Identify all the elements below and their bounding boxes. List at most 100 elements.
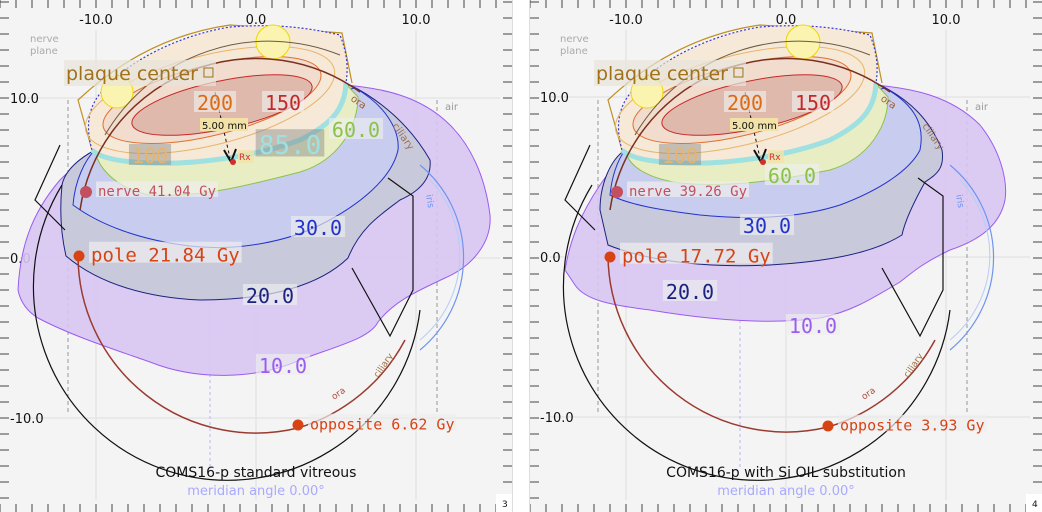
label-background xyxy=(64,60,216,86)
label-background xyxy=(242,284,298,305)
label-background xyxy=(128,144,172,165)
air-label-group: air xyxy=(445,102,459,113)
isodose-label-group-150: 150 xyxy=(261,91,305,115)
pole-dose-label: pole 17.72 Gy xyxy=(622,246,771,268)
nerve-dose-label: nerve 41.04 Gy xyxy=(98,184,216,200)
label-background xyxy=(627,181,750,197)
page-number-background xyxy=(1026,494,1042,512)
panel-title: COMS16-p with Si OIL substitution xyxy=(666,465,906,481)
page-number: 4 xyxy=(1032,500,1038,510)
isodose-label-group-20: 20.0 xyxy=(662,280,718,304)
pole-point-marker xyxy=(73,250,85,262)
isodose-label-10: 10.0 xyxy=(259,354,307,378)
isodose-label-group-200: 200 xyxy=(723,91,767,115)
isodose-label-group-60: 60.0 xyxy=(764,164,820,188)
isodose-label-group-60: 60.0 xyxy=(328,118,384,142)
isodose-100-contour xyxy=(614,45,866,155)
choroid-arc xyxy=(104,40,341,136)
optic-nerve-outline xyxy=(34,144,66,231)
dose-diagram: -10.0 0.0 10.010.00.0-10.0airnerveplaneora… xyxy=(0,0,512,512)
x-tick-label: 10.0 xyxy=(932,13,961,28)
nerve-plane-label: nerve xyxy=(560,34,589,45)
label-background xyxy=(739,214,795,235)
isodose-label-group-30: 30.0 xyxy=(739,214,795,238)
y-tick-label: 10.0 xyxy=(540,91,569,106)
label-background xyxy=(193,91,237,112)
iris-arc-inner xyxy=(419,179,461,341)
x-tick-label: -10.0 xyxy=(79,13,113,28)
retina-arc xyxy=(607,255,936,433)
plaque-center-marker xyxy=(203,67,214,78)
iris-arc xyxy=(419,164,465,351)
sclera-outline xyxy=(32,184,421,481)
meridian-angle-label: meridian angle 0.00° xyxy=(187,484,324,499)
panel-title: COMS16-p standard vitreous xyxy=(156,465,357,481)
air-label: air xyxy=(975,102,989,113)
pole-point-marker xyxy=(604,251,616,263)
panel-divider xyxy=(512,0,530,512)
isodose-label-group-20: 20.0 xyxy=(242,284,298,308)
opposite-dose-label: opposite 6.62 Gy xyxy=(310,416,455,434)
y-tick-label: -10.0 xyxy=(540,411,574,426)
iris-label: iris xyxy=(953,194,965,209)
label-background xyxy=(768,150,784,163)
distance-label: 5.00 mm xyxy=(202,121,247,132)
iris-arc xyxy=(949,164,995,351)
isodose-label-20: 20.0 xyxy=(666,280,714,304)
x-tick-label: 10.0 xyxy=(402,13,431,28)
lens-outline xyxy=(881,177,944,338)
optic-nerve-outline xyxy=(564,144,596,231)
dose-plot-panel-si-oil: -10.0 0.0 10.0 10.0 0.0 -10.0 air nerve plane ora… xyxy=(530,0,1042,512)
isodose-label-150: 150 xyxy=(795,91,831,115)
plaque-outline xyxy=(77,24,353,151)
isodose-label-60: 60.0 xyxy=(332,118,380,142)
nerve-dose-label: nerve 39.26 Gy xyxy=(629,184,747,200)
air-label: air xyxy=(445,102,459,113)
label-background xyxy=(238,150,254,163)
nerve-point-marker xyxy=(80,186,92,198)
x-tick-label: -10.0 xyxy=(609,13,643,28)
plaque-center-label-group: plaque center xyxy=(64,60,216,86)
label-background xyxy=(785,314,841,335)
isodose-label-group-200: 200 xyxy=(193,91,237,115)
x-tick-label: 0.0 xyxy=(776,13,797,28)
sclera-outline xyxy=(562,184,951,481)
label-background xyxy=(328,118,384,139)
isodose-label-200: 200 xyxy=(727,91,763,115)
isodose-label-100: 100 xyxy=(132,144,168,168)
ciliary-label-group: ciliary xyxy=(372,351,396,379)
ora-label-group: ora xyxy=(330,386,348,403)
air-label-group: air xyxy=(975,102,989,113)
isodose-label-200: 200 xyxy=(197,91,233,115)
x-tick-label: 0.0 xyxy=(246,13,267,28)
opposite-point-marker xyxy=(822,420,834,432)
label-background xyxy=(200,118,248,131)
isodose-label-10: 10.0 xyxy=(789,314,837,338)
label-background xyxy=(838,414,987,432)
page-number-background xyxy=(496,494,512,512)
label-background xyxy=(723,91,767,112)
isodose-label-group-150: 150 xyxy=(791,91,835,115)
label-background xyxy=(662,280,718,301)
distance-arrow xyxy=(214,91,231,159)
prescription-point xyxy=(230,159,236,165)
isodose-label-100: 100 xyxy=(662,144,698,168)
page-number: 3 xyxy=(502,500,508,510)
label-background xyxy=(791,91,835,112)
label-background xyxy=(764,164,820,185)
ora-label: ora xyxy=(330,386,348,403)
isodose-label-group-85: 85.0 xyxy=(255,129,325,161)
isodose-label-30: 30.0 xyxy=(743,214,791,238)
opposite-dose-label: opposite 3.93 Gy xyxy=(840,417,985,435)
retina-arc xyxy=(77,255,406,434)
opposite-point-marker xyxy=(292,419,304,431)
label-background xyxy=(89,241,242,263)
y-tick-label: 0.0 xyxy=(540,251,561,266)
label-background xyxy=(255,129,325,157)
iris-label-group: iris xyxy=(423,194,435,209)
rx-label: Rx xyxy=(769,153,781,163)
label-background xyxy=(594,60,746,86)
isodose-label-group-10: 10.0 xyxy=(255,354,311,378)
ora-label: ora xyxy=(860,386,878,403)
